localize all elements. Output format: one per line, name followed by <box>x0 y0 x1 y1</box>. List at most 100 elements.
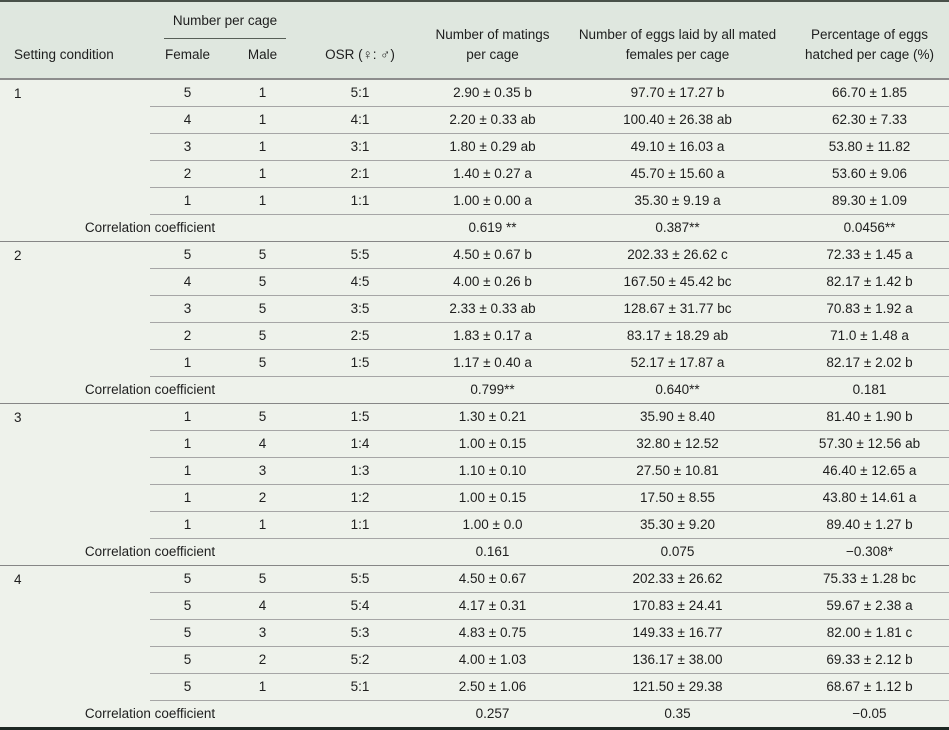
correlation-row: Correlation coefficient 0.619 ** 0.387**… <box>0 214 949 242</box>
cell-eggs: 202.33 ± 26.62 c <box>565 241 790 269</box>
table-row: 5 3 5:3 4.83 ± 0.75 149.33 ± 16.77 82.00… <box>0 619 949 647</box>
correlation-row: Correlation coefficient 0.257 0.35 −0.05 <box>0 700 949 728</box>
cell-matings: 1.17 ± 0.40 a <box>420 349 565 377</box>
cell-osr: 5:4 <box>300 592 420 620</box>
correlation-label: Correlation coefficient <box>0 538 300 566</box>
cell-male: 5 <box>225 322 300 350</box>
cell-osr-empty <box>300 700 420 728</box>
setting-condition-value: 2 <box>14 247 22 263</box>
cell-corr-hatched: 0.181 <box>790 376 949 404</box>
cell-corr-hatched: −0.308* <box>790 538 949 566</box>
cell-male: 5 <box>225 268 300 296</box>
cell-corr-eggs: 0.640** <box>565 376 790 404</box>
cell-matings: 1.00 ± 0.00 a <box>420 187 565 215</box>
cell-hatched: 82.17 ± 1.42 b <box>790 268 949 296</box>
cell-hatched: 82.00 ± 1.81 c <box>790 619 949 647</box>
cell-eggs: 136.17 ± 38.00 <box>565 646 790 674</box>
cell-hatched: 72.33 ± 1.45 a <box>790 241 949 269</box>
cell-male: 4 <box>225 592 300 620</box>
cell-female: 5 <box>150 78 225 107</box>
cell-female: 1 <box>150 457 225 485</box>
cell-female: 1 <box>150 349 225 377</box>
table-row: 1 1 1:1 1.00 ± 0.00 a 35.30 ± 9.19 a 89.… <box>0 187 949 215</box>
cell-eggs: 149.33 ± 16.77 <box>565 619 790 647</box>
table-row: 1 5 1 5:1 2.90 ± 0.35 b 97.70 ± 17.27 b … <box>0 78 949 107</box>
cell-hatched: 59.67 ± 2.38 a <box>790 592 949 620</box>
cell-male: 1 <box>225 133 300 161</box>
header-number-per-cage-label: Number per cage <box>164 11 286 39</box>
cell-hatched: 70.83 ± 1.92 a <box>790 295 949 323</box>
cell-male: 2 <box>225 484 300 512</box>
table-row: 5 2 5:2 4.00 ± 1.03 136.17 ± 38.00 69.33… <box>0 646 949 674</box>
cell-osr-empty <box>300 376 420 404</box>
cell-female: 1 <box>150 430 225 458</box>
cell-eggs: 170.83 ± 24.41 <box>565 592 790 620</box>
table-body: 1 5 1 5:1 2.90 ± 0.35 b 97.70 ± 17.27 b … <box>0 78 949 729</box>
cell-matings: 1.00 ± 0.15 <box>420 430 565 458</box>
setting-condition-value: 4 <box>14 571 22 587</box>
cell-osr: 4:5 <box>300 268 420 296</box>
cell-matings: 2.90 ± 0.35 b <box>420 78 565 107</box>
table-row: 2 5 2:5 1.83 ± 0.17 a 83.17 ± 18.29 ab 7… <box>0 322 949 350</box>
table-row: 4 5 4:5 4.00 ± 0.26 b 167.50 ± 45.42 bc … <box>0 268 949 296</box>
cell-osr: 3:1 <box>300 133 420 161</box>
cell-female: 1 <box>150 403 225 431</box>
cell-female: 5 <box>150 646 225 674</box>
header-matings: Number of matings per cage <box>435 27 550 62</box>
table-row: 1 5 1:5 1.17 ± 0.40 a 52.17 ± 17.87 a 82… <box>0 349 949 377</box>
header-hatched: Percentage of eggs hatched per cage (%) <box>804 27 935 62</box>
cell-hatched: 69.33 ± 2.12 b <box>790 646 949 674</box>
cell-osr: 5:5 <box>300 241 420 269</box>
cell-female: 1 <box>150 511 225 539</box>
cell-male: 2 <box>225 646 300 674</box>
table-row: 1 1 1:1 1.00 ± 0.0 35.30 ± 9.20 89.40 ± … <box>0 511 949 539</box>
cell-eggs: 45.70 ± 15.60 a <box>565 160 790 188</box>
cell-eggs: 100.40 ± 26.38 ab <box>565 106 790 134</box>
cell-female: 1 <box>150 484 225 512</box>
table-row: 3 5 3:5 2.33 ± 0.33 ab 128.67 ± 31.77 bc… <box>0 295 949 323</box>
setting-condition-value: 3 <box>14 409 22 425</box>
cell-osr: 1:3 <box>300 457 420 485</box>
cell-corr-eggs: 0.075 <box>565 538 790 566</box>
cell-female: 5 <box>150 565 225 593</box>
cell-matings: 1.83 ± 0.17 a <box>420 322 565 350</box>
cell-osr: 5:1 <box>300 78 420 107</box>
table-row: 5 4 5:4 4.17 ± 0.31 170.83 ± 24.41 59.67… <box>0 592 949 620</box>
cell-osr: 1:5 <box>300 403 420 431</box>
header-label-row: Female Male <box>0 39 949 79</box>
cell-eggs: 167.50 ± 45.42 bc <box>565 268 790 296</box>
cell-female: 5 <box>150 619 225 647</box>
cell-corr-matings: 0.619 ** <box>420 214 565 242</box>
cell-hatched: 89.40 ± 1.27 b <box>790 511 949 539</box>
cell-female: 1 <box>150 187 225 215</box>
cell-hatched: 43.80 ± 14.61 a <box>790 484 949 512</box>
cell-osr-empty <box>300 214 420 242</box>
cell-matings: 4.50 ± 0.67 <box>420 565 565 593</box>
cell-female: 4 <box>150 268 225 296</box>
cell-eggs: 17.50 ± 8.55 <box>565 484 790 512</box>
cell-osr: 1:1 <box>300 187 420 215</box>
table-row: 4 5 5 5:5 4.50 ± 0.67 202.33 ± 26.62 75.… <box>0 565 949 593</box>
cell-eggs: 27.50 ± 10.81 <box>565 457 790 485</box>
cell-male: 1 <box>225 511 300 539</box>
cell-hatched: 46.40 ± 12.65 a <box>790 457 949 485</box>
cell-hatched: 75.33 ± 1.28 bc <box>790 565 949 593</box>
cell-osr: 1:5 <box>300 349 420 377</box>
header-spanner-row: Setting condition Number per cage OSR (♀… <box>0 1 949 62</box>
cell-osr: 5:1 <box>300 673 420 701</box>
cell-male: 3 <box>225 619 300 647</box>
cell-male: 1 <box>225 187 300 215</box>
cell-matings: 4.83 ± 0.75 <box>420 619 565 647</box>
cell-male: 1 <box>225 106 300 134</box>
cell-eggs: 128.67 ± 31.77 bc <box>565 295 790 323</box>
cell-eggs: 52.17 ± 17.87 a <box>565 349 790 377</box>
cell-osr: 2:1 <box>300 160 420 188</box>
cell-hatched: 71.0 ± 1.48 a <box>790 322 949 350</box>
cell-corr-hatched: 0.0456** <box>790 214 949 242</box>
header-eggs: Number of eggs laid by all mated females… <box>578 27 777 62</box>
cell-osr: 1:1 <box>300 511 420 539</box>
cell-male: 5 <box>225 565 300 593</box>
cell-osr: 1:4 <box>300 430 420 458</box>
cell-male: 5 <box>225 295 300 323</box>
cell-eggs: 35.90 ± 8.40 <box>565 403 790 431</box>
